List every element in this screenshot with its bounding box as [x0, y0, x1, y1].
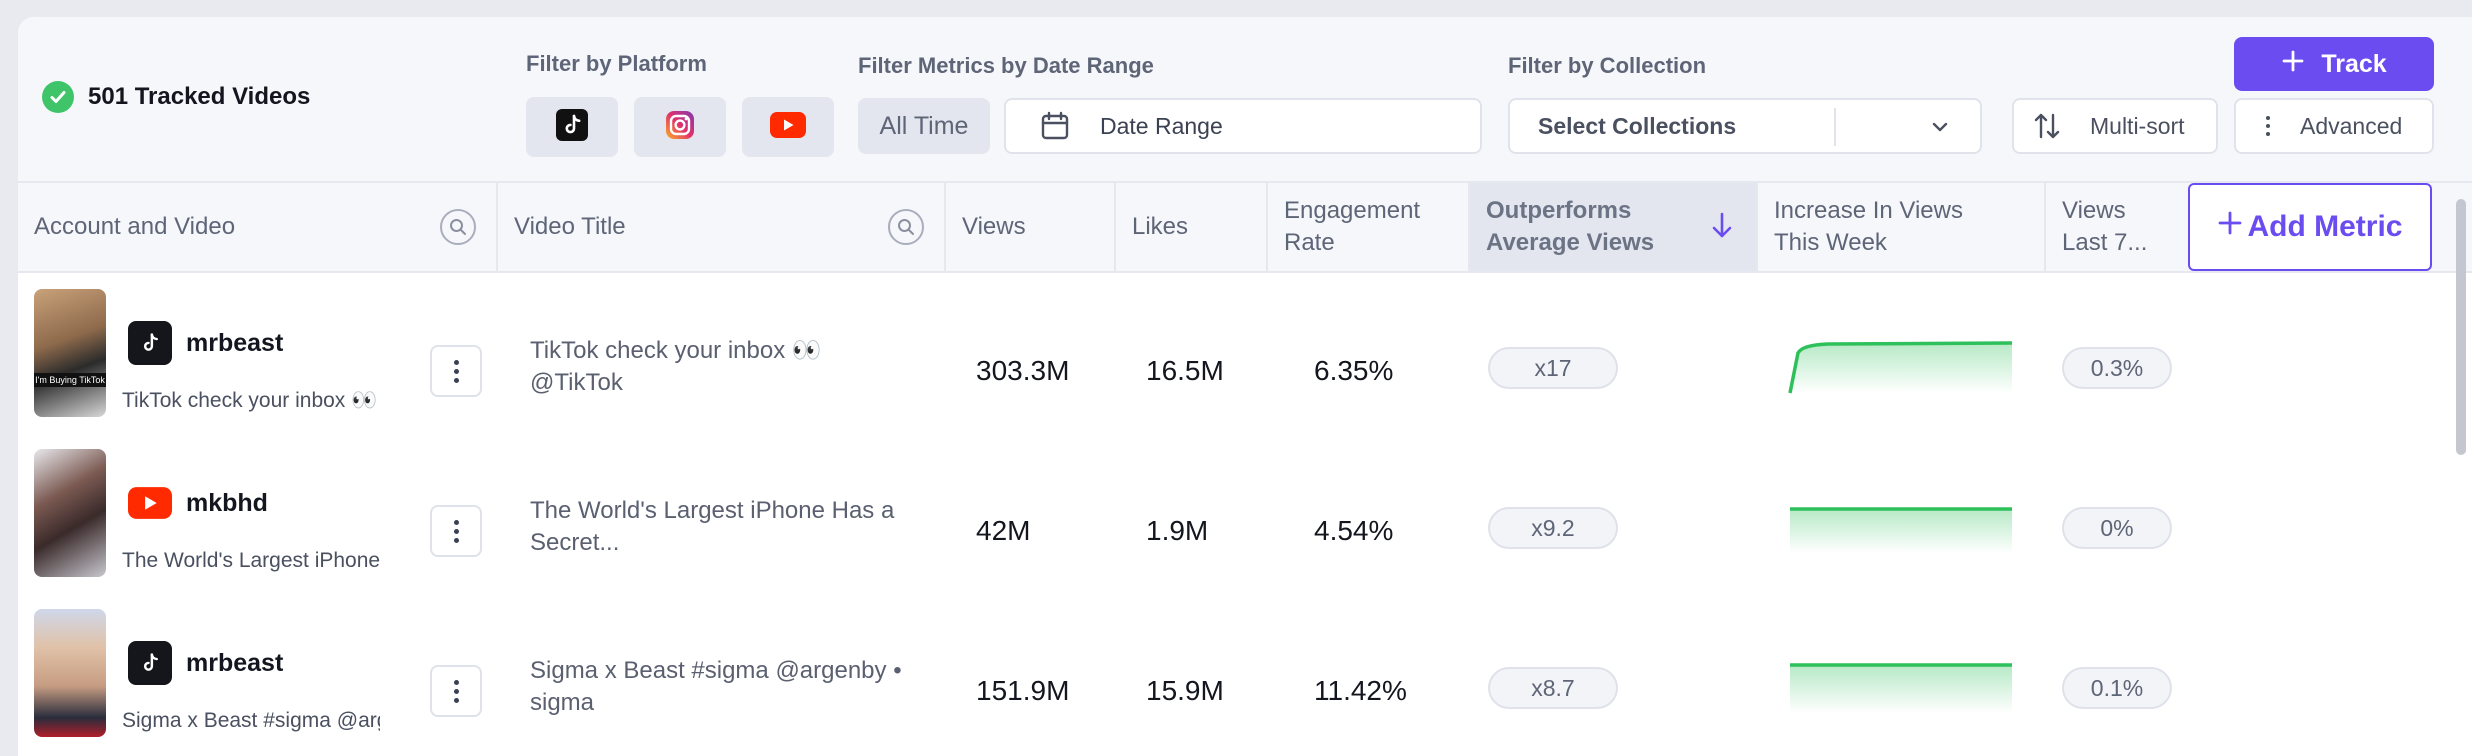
row-menu-button[interactable]	[430, 505, 482, 557]
check-circle-icon	[42, 81, 74, 113]
column-likes-label: Likes	[1132, 213, 1189, 240]
arrow-down-icon[interactable]	[1710, 211, 1734, 250]
collection-filter-label: Filter by Collection	[1508, 53, 1707, 78]
views-value: 303.3M	[976, 355, 1070, 386]
video-thumbnail[interactable]	[34, 449, 106, 577]
engagement-value: 6.35%	[1314, 355, 1394, 386]
title-search-icon[interactable]	[888, 209, 924, 245]
column-likes[interactable]: Likes	[1116, 183, 1268, 271]
calendar-icon	[1040, 111, 1070, 141]
video-caption: TikTok check your inbox 👀	[122, 389, 378, 412]
kebab-menu-icon	[2266, 116, 2270, 136]
table-row[interactable]: mrbeast Sigma x Beast #sigma @argenby • …	[18, 593, 2188, 753]
column-increase[interactable]: Increase In Views This Week	[1758, 183, 2046, 271]
column-account[interactable]: Account and Video	[18, 183, 498, 271]
views-last-badge: 0.1%	[2062, 667, 2172, 709]
tiktok-icon	[556, 108, 588, 146]
table-header: Account and Video Video Title Views Like…	[18, 181, 2472, 273]
sort-arrows-icon	[2032, 111, 2062, 141]
views-sparkline	[1790, 507, 2012, 553]
column-views-last-label: Views Last 7...	[2062, 197, 2148, 256]
advanced-button[interactable]: Advanced	[2234, 98, 2434, 154]
engagement-value: 11.42%	[1314, 675, 1407, 706]
collections-placeholder: Select Collections	[1538, 112, 1737, 139]
video-title[interactable]: Sigma x Beast #sigma @argenby • sigma	[530, 657, 902, 716]
outperforms-badge: x8.7	[1488, 667, 1618, 709]
tracked-count: 501 Tracked Videos	[42, 81, 310, 113]
add-metric-button[interactable]: Add Metric	[2188, 183, 2432, 271]
plus-icon	[2281, 49, 2305, 80]
views-value: 151.9M	[976, 675, 1070, 706]
column-outperforms-label: Outperforms Average Views	[1486, 197, 1655, 256]
video-caption: The World's Largest iPhone Has a Secret.…	[122, 549, 380, 572]
account-name[interactable]: mrbeast	[186, 649, 284, 677]
account-search-icon[interactable]	[440, 209, 476, 245]
outperforms-badge: x9.2	[1488, 507, 1618, 549]
scrollbar-thumb[interactable]	[2456, 199, 2466, 455]
column-outperforms[interactable]: Outperforms Average Views	[1470, 183, 1758, 271]
column-engagement-label: Engagement Rate	[1284, 197, 1421, 256]
date-range-placeholder: Date Range	[1100, 112, 1223, 139]
column-views-last[interactable]: Views Last 7...	[2046, 183, 2188, 271]
multi-sort-label: Multi-sort	[2090, 112, 2185, 139]
likes-value: 16.5M	[1146, 355, 1224, 386]
account-name[interactable]: mkbhd	[186, 489, 268, 517]
toolbar: 501 Tracked Videos Filter by Platform Fi…	[18, 17, 2472, 181]
views-last-badge: 0.3%	[2062, 347, 2172, 389]
track-label: Track	[2321, 49, 2387, 78]
youtube-icon	[770, 111, 806, 143]
video-title[interactable]: TikTok check your inbox 👀 @TikTok	[530, 337, 822, 396]
table-row[interactable]: mkbhd The World's Largest iPhone Has a S…	[18, 433, 2188, 593]
views-value: 42M	[976, 515, 1031, 546]
column-views-label: Views	[962, 213, 1026, 240]
engagement-value: 4.54%	[1314, 515, 1394, 546]
filter-tiktok-button[interactable]	[526, 97, 618, 157]
thumbnail-caption: I'm Buying TikTok	[34, 373, 106, 387]
advanced-label: Advanced	[2300, 112, 2403, 139]
vertical-scrollbar[interactable]	[2456, 183, 2470, 753]
track-button[interactable]: Track	[2234, 37, 2434, 91]
video-thumbnail[interactable]	[34, 609, 106, 737]
row-menu-button[interactable]	[430, 345, 482, 397]
instagram-icon	[664, 109, 696, 146]
likes-value: 15.9M	[1146, 675, 1224, 706]
add-metric-label: Add Metric	[2247, 210, 2403, 243]
column-title-label: Video Title	[514, 213, 626, 240]
column-increase-label: Increase In Views This Week	[1774, 197, 1963, 256]
video-title[interactable]: The World's Largest iPhone Has a Secret.…	[530, 497, 895, 556]
column-engagement[interactable]: Engagement Rate	[1268, 183, 1470, 271]
date-filter-label: Filter Metrics by Date Range	[858, 53, 1154, 78]
table-row[interactable]: I'm Buying TikTok mrbeast TikTok check y…	[18, 273, 2188, 433]
platform-filter-label: Filter by Platform	[526, 51, 707, 76]
filter-instagram-button[interactable]	[634, 97, 726, 157]
column-account-label: Account and Video	[34, 213, 236, 240]
date-range-input[interactable]: Date Range	[1004, 98, 1482, 154]
column-title[interactable]: Video Title	[498, 183, 946, 271]
all-time-button[interactable]: All Time	[858, 98, 990, 154]
video-caption: Sigma x Beast #sigma @argenby • sigma	[122, 709, 380, 732]
select-divider	[1834, 108, 1836, 146]
multi-sort-button[interactable]: Multi-sort	[2012, 98, 2218, 154]
views-last-badge: 0%	[2062, 507, 2172, 549]
likes-value: 1.9M	[1146, 515, 1209, 546]
youtube-icon	[128, 481, 172, 525]
collections-select[interactable]: Select Collections	[1508, 98, 1982, 154]
views-sparkline	[1788, 341, 2013, 394]
row-menu-button[interactable]	[430, 665, 482, 717]
plus-icon	[2217, 210, 2243, 244]
views-sparkline	[1790, 663, 2012, 713]
account-name[interactable]: mrbeast	[186, 329, 284, 357]
tiktok-icon	[128, 321, 172, 365]
video-thumbnail[interactable]: I'm Buying TikTok	[34, 289, 106, 417]
outperforms-badge: x17	[1488, 347, 1618, 389]
filter-youtube-button[interactable]	[742, 97, 834, 157]
tracked-videos-panel: 501 Tracked Videos Filter by Platform Fi…	[18, 17, 2472, 756]
column-views[interactable]: Views	[946, 183, 1116, 271]
tracked-count-label: 501 Tracked Videos	[88, 83, 311, 110]
tiktok-icon	[128, 641, 172, 685]
chevron-down-icon	[1930, 116, 1950, 143]
